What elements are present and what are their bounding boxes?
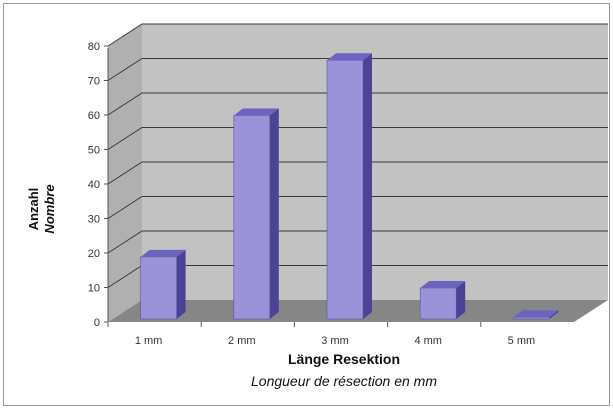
y-tick-label: 40 (88, 179, 100, 191)
bar-top (327, 53, 372, 61)
y-axis-label-fr: Nombre (42, 184, 57, 233)
bar-chart: 0 10 20 30 40 50 60 70 80 1 mm 2 mm 3 mm 4 mm 5 mm A… (26, 23, 608, 389)
gridline (107, 23, 608, 47)
bar (513, 310, 559, 320)
chart-frame: 0 10 20 30 40 50 60 70 80 1 mm 2 mm 3 mm 4 mm 5 mm A… (3, 3, 610, 406)
gridline (107, 161, 608, 185)
x-tick-label: 2 mm (228, 335, 256, 347)
y-tick-label: 20 (88, 248, 100, 260)
bar-top (140, 249, 186, 257)
y-tick-label: 60 (88, 110, 100, 122)
bar-front (140, 256, 177, 320)
bar-front (513, 316, 550, 320)
bar-front (326, 59, 364, 320)
y-tick-label: 80 (88, 41, 100, 53)
y-tick-label: 70 (88, 76, 100, 88)
gridline (107, 127, 608, 150)
x-axis-title: Länge Resektion (288, 351, 400, 367)
x-tick-label: 1 mm (135, 335, 163, 347)
gridline (107, 92, 608, 116)
y-tick-label: 30 (88, 214, 100, 226)
bar (233, 108, 279, 320)
bar-front (233, 115, 271, 320)
x-tick-label: 5 mm (508, 335, 536, 347)
bar-side (363, 53, 372, 319)
gridline (107, 230, 608, 254)
bar-side (456, 280, 466, 319)
bar-side (549, 310, 559, 319)
y-axis-label-de: Anzahl (26, 188, 41, 231)
bar-side (176, 249, 186, 319)
x-axis-ticks: 1 mm 2 mm 3 mm 4 mm 5 mm (107, 322, 536, 347)
x-tick-label: 3 mm (321, 335, 349, 347)
x-tick-label: 4 mm (414, 335, 442, 347)
y-tick-label: 10 (88, 283, 100, 295)
bar-top (513, 310, 559, 318)
bar (140, 249, 186, 320)
bar-top (233, 108, 279, 116)
bar-side (269, 108, 279, 319)
bar-top (420, 280, 466, 288)
bar-front (419, 287, 457, 320)
bar (326, 53, 372, 320)
y-tick-label: 50 (88, 145, 100, 157)
gridline (107, 196, 608, 219)
x-axis-subtitle: Longueur de résection en mm (251, 373, 437, 389)
gridline (107, 58, 608, 81)
y-axis-ticks: 0 10 20 30 40 50 60 70 80 (88, 41, 108, 329)
chart-bars (140, 53, 559, 320)
bar (419, 280, 466, 320)
y-tick-label: 0 (94, 317, 100, 329)
